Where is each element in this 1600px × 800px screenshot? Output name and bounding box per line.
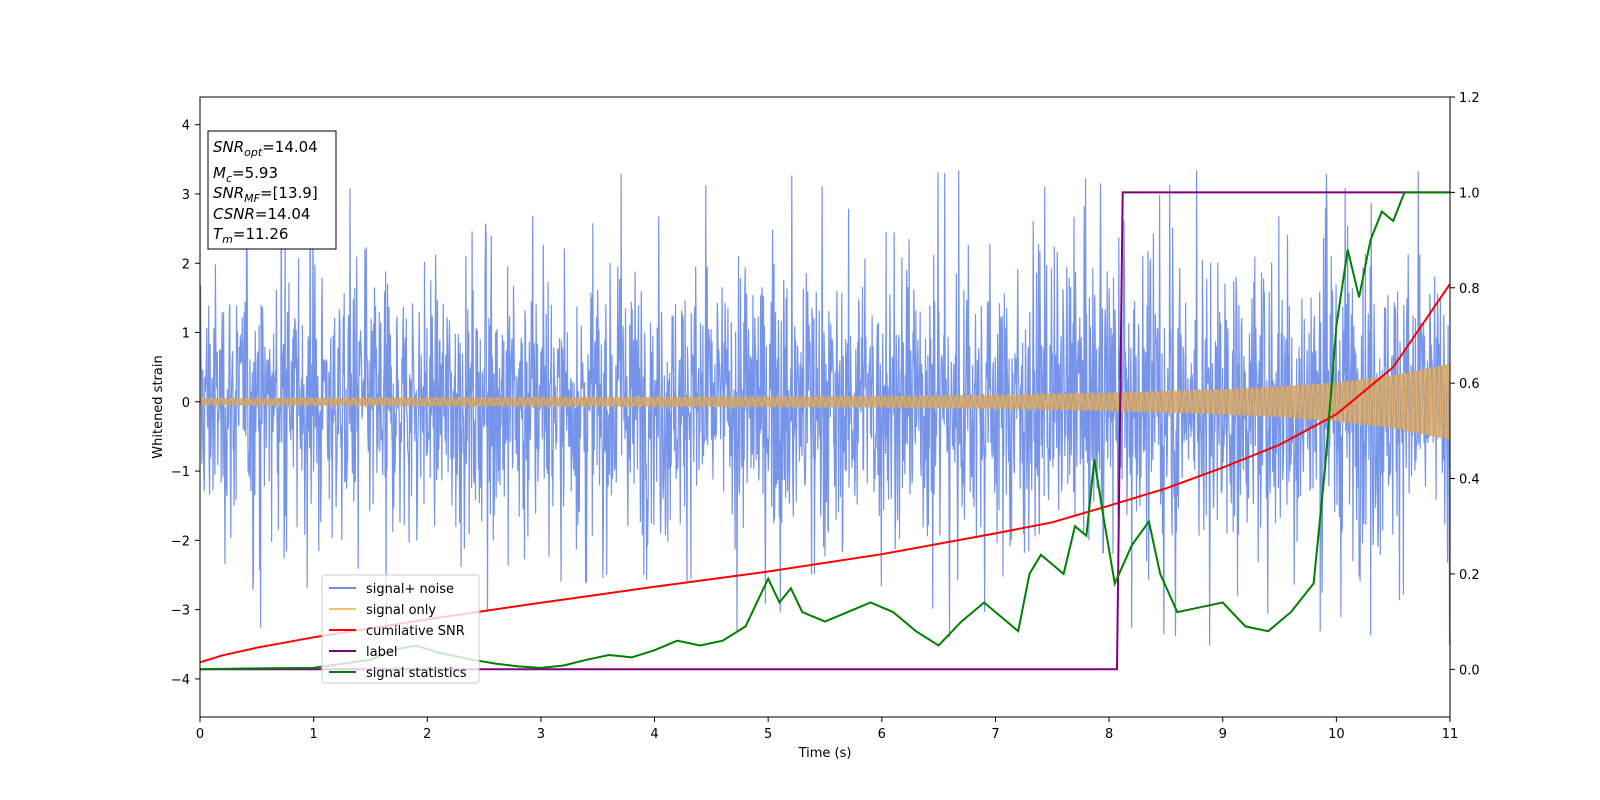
series-label (200, 191, 1450, 671)
plot-data-layer (200, 168, 1450, 671)
y-tick-label: 2 (182, 257, 190, 272)
series-signal-only (200, 363, 1450, 440)
y2-tick-label: 0.4 (1459, 473, 1480, 488)
annotation-snr-mf: SNRMF=[13.9] (213, 184, 318, 205)
x-tick-label: 0 (196, 727, 204, 742)
annotation-tm: Tm=11.26 (213, 225, 288, 246)
annotation-box: SNRopt=14.04 Mc=5.93 SNRMF=[13.9] CSNR=1… (207, 130, 337, 250)
y-tick-label: −2 (171, 534, 190, 549)
legend-label: cumilative SNR (366, 624, 465, 639)
y2-axis-ticks: 0.0 0.2 0.4 0.6 0.8 1.0 1.2 (1450, 91, 1480, 678)
y-tick-label: 3 (182, 188, 190, 203)
annotation-mc: Mc=5.93 (213, 164, 278, 185)
y-tick-label: −4 (171, 673, 190, 688)
x-axis-label: Time (s) (798, 746, 852, 761)
y2-tick-label: 0.6 (1459, 377, 1480, 392)
legend-label: signal only (366, 603, 436, 618)
y-tick-label: 1 (182, 327, 190, 342)
annotation-snr-opt: SNRopt=14.04 (213, 138, 318, 159)
x-tick-label: 2 (423, 727, 431, 742)
series-signal-only-line (200, 364, 1450, 440)
legend-label: signal statistics (366, 666, 467, 681)
x-tick-label: 11 (1442, 727, 1459, 742)
x-tick-label: 7 (991, 727, 999, 742)
annotation-csnr: CSNR=14.04 (213, 205, 310, 223)
y-tick-label: −3 (171, 604, 190, 619)
x-tick-label: 4 (650, 727, 658, 742)
legend-label: signal+ noise (366, 582, 454, 597)
series-signal-noise (200, 168, 1450, 646)
y2-tick-label: 0.8 (1459, 282, 1480, 297)
series-signal-statistics (200, 191, 1450, 671)
y2-tick-label: 0.2 (1459, 568, 1480, 583)
y-tick-label: 0 (182, 396, 190, 411)
legend-label: label (366, 645, 397, 660)
x-tick-label: 8 (1105, 727, 1113, 742)
x-tick-label: 10 (1328, 727, 1345, 742)
plot-frame (199, 96, 1451, 718)
y-axis-ticks: −4 −3 −2 −1 0 1 2 3 4 (171, 119, 200, 688)
y-tick-label: 4 (182, 119, 190, 134)
y-axis-label: Whitened strain (151, 355, 166, 458)
legend: signal+ noise signal only cumilative SNR la… (321, 574, 480, 684)
y2-tick-label: 1.2 (1459, 91, 1480, 106)
x-tick-label: 9 (1219, 727, 1227, 742)
y2-tick-label: 0.0 (1459, 663, 1480, 678)
x-tick-label: 6 (878, 727, 886, 742)
y-tick-label: −1 (171, 465, 190, 480)
x-tick-label: 5 (764, 727, 772, 742)
x-tick-label: 1 (309, 727, 317, 742)
y2-tick-label: 1.0 (1459, 186, 1480, 201)
x-axis-ticks: 0 1 2 3 4 5 6 7 8 9 10 11 (196, 717, 1458, 742)
series-cumilative-snr (200, 283, 1450, 664)
x-tick-label: 3 (537, 727, 545, 742)
